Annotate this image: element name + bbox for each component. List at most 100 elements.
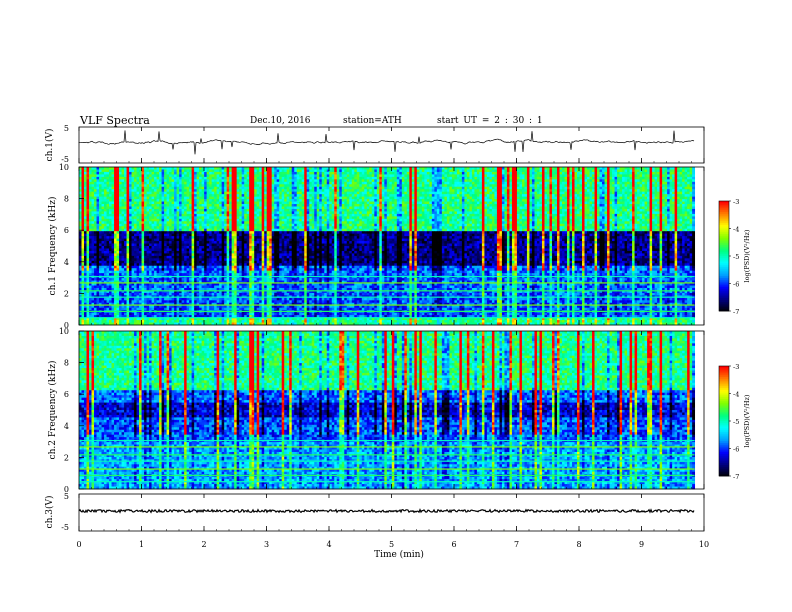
spectrogram-cell <box>189 171 193 175</box>
spectrogram-cell <box>632 189 635 193</box>
spectrogram-cell <box>264 211 268 215</box>
spectrogram-cell <box>211 211 215 215</box>
spectrogram-cell <box>314 208 318 212</box>
spectrogram-cell <box>496 176 500 180</box>
spectrogram-cell <box>446 196 450 200</box>
spectrogram-cell <box>236 189 240 193</box>
spectrogram-cell <box>539 184 543 188</box>
spectrogram-cell <box>121 196 125 200</box>
spectrogram-cell <box>429 189 433 193</box>
spectrogram-cell <box>321 201 325 205</box>
spectrogram-cell <box>667 181 670 185</box>
spectrogram-cell <box>216 176 220 180</box>
spectrogram-cell <box>154 189 157 193</box>
spectrogram-cell <box>231 213 235 217</box>
spectrogram-cell <box>419 201 423 205</box>
spectrogram-cell <box>411 171 415 175</box>
spectrogram-cell <box>241 186 245 190</box>
spectrogram-cell <box>136 167 140 170</box>
spectrogram-cell <box>296 171 300 175</box>
spectrogram-cell <box>346 171 350 175</box>
spectrogram-cell <box>531 191 535 195</box>
spectrogram-cell <box>386 191 390 195</box>
spectrogram-cell <box>401 167 405 170</box>
spectrogram-cell <box>351 213 355 217</box>
spectrogram-cell <box>632 179 635 183</box>
spectrogram-cell <box>144 196 147 200</box>
spectrogram-cell <box>326 167 330 170</box>
spectrogram-cell <box>444 208 448 212</box>
spectrogram-cell <box>89 216 92 220</box>
spectrogram-cell <box>667 167 670 170</box>
spectrogram-cell <box>446 204 450 207</box>
spectrogram-cell <box>124 206 127 210</box>
spectrogram-cell <box>544 184 548 188</box>
spectrogram-cell <box>194 216 198 220</box>
spectrogram-cell <box>99 213 102 217</box>
spectrogram-cell <box>189 211 193 215</box>
spectrogram-cell <box>304 167 308 170</box>
spectrogram-cell <box>164 211 167 215</box>
spectrogram-cell <box>391 167 395 170</box>
spectrogram-cell <box>271 169 275 173</box>
spectrogram-cell <box>607 201 610 205</box>
spectrogram-cell <box>356 204 360 207</box>
spectrogram-cell <box>529 181 533 185</box>
spectrogram-cell <box>261 206 265 210</box>
spectrogram-cell <box>386 201 390 205</box>
spectrogram-cell <box>414 194 418 198</box>
spectrogram-cell <box>311 201 315 205</box>
spectrogram-cell <box>597 189 600 193</box>
spectrogram-cell <box>241 213 245 217</box>
spectrogram-cell <box>346 213 350 217</box>
spectrogram-cell <box>114 184 117 188</box>
spectrogram-cell <box>494 213 498 217</box>
spectrogram-cell <box>456 186 460 190</box>
spectrogram-cell <box>89 213 92 217</box>
spectrogram-cell <box>396 179 400 183</box>
spectrogram-cell <box>411 179 415 183</box>
spectrogram-cell <box>259 201 263 205</box>
spectrogram-cell <box>159 206 162 210</box>
spectrogram-cell <box>469 204 473 207</box>
spectrogram-cell <box>254 204 258 207</box>
spectrogram-cell <box>599 211 603 215</box>
spectrogram-cell <box>124 196 127 200</box>
spectrogram-cell <box>506 191 510 195</box>
spectrogram-cell <box>84 194 87 198</box>
spectrogram-cell <box>514 201 518 205</box>
spectrogram-cell <box>119 167 122 170</box>
spectrogram-cell <box>411 211 415 215</box>
spectrogram-cell <box>314 186 318 190</box>
spectrogram-cell <box>136 199 140 202</box>
spectrogram-cell <box>139 179 142 183</box>
spectrogram-cell <box>389 211 393 215</box>
spectrogram-cell <box>301 204 305 207</box>
spectrogram-cell <box>209 208 213 212</box>
spectrogram-cell <box>687 169 691 173</box>
spectrogram-cell <box>194 169 198 173</box>
spectrogram-cell <box>577 191 580 195</box>
spectrogram-cell <box>419 191 423 195</box>
spectrogram-cell <box>279 206 283 210</box>
spectrogram-cell <box>321 174 325 178</box>
spectrogram-cell <box>632 196 635 200</box>
spectrogram-cell <box>216 206 220 210</box>
spectrogram-cell <box>294 211 298 215</box>
spectrogram-cell <box>201 184 205 188</box>
spectrogram-cell <box>667 204 670 207</box>
spectrogram-cell <box>619 194 623 198</box>
spectrogram-cell <box>511 181 515 185</box>
spectrogram-cell <box>549 179 553 183</box>
spectrogram-cell <box>376 211 380 215</box>
spectrogram-cell <box>496 201 500 205</box>
spectrogram-cell <box>647 211 650 215</box>
spectrogram-cell <box>569 189 573 193</box>
spectrogram-cell <box>464 167 468 170</box>
spectrogram-cell <box>271 211 275 215</box>
spectrogram-cell <box>106 208 110 212</box>
spectrogram-cell <box>446 181 450 185</box>
spectrogram-cell <box>176 167 180 170</box>
spectrogram-cell <box>344 171 348 175</box>
spectrogram-cell <box>339 186 343 190</box>
